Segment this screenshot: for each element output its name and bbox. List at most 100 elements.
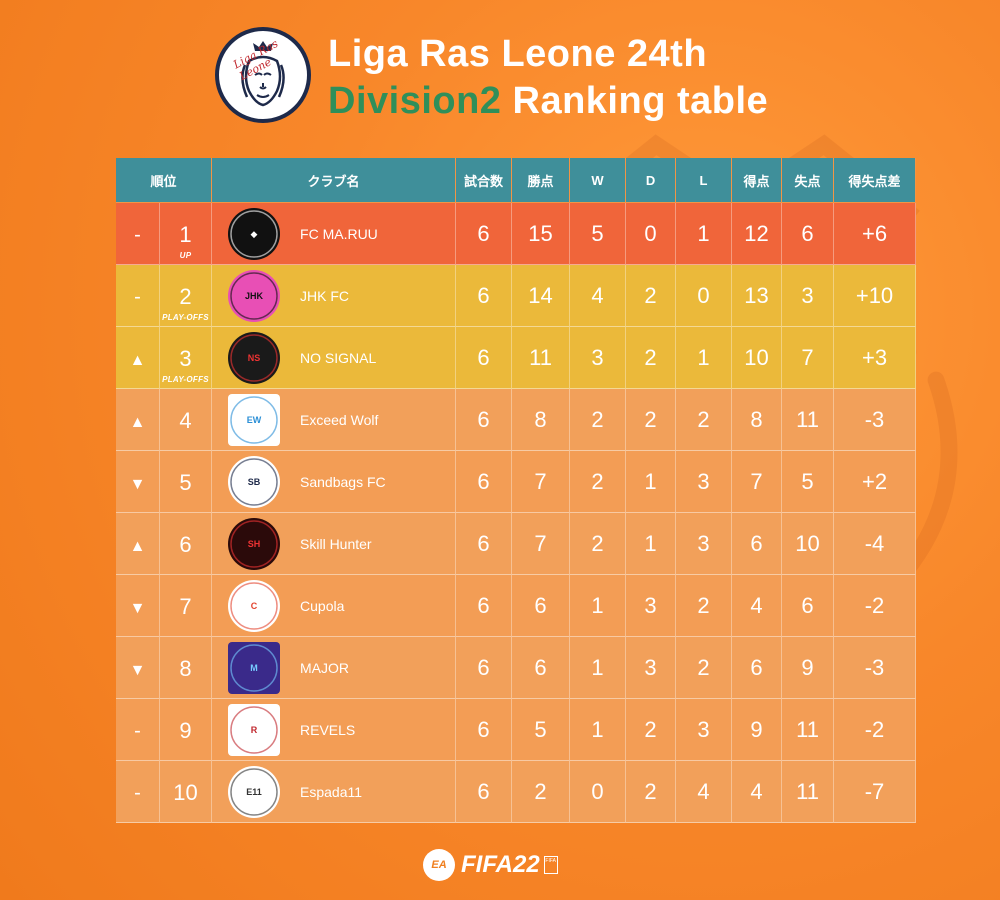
stat-played: 6 xyxy=(456,265,513,327)
club-cell[interactable]: NS NO SIGNAL xyxy=(212,327,457,389)
club-cell[interactable]: M MAJOR xyxy=(212,637,457,699)
stat-l: 1 xyxy=(676,327,733,389)
col-club[interactable]: クラブ名 xyxy=(212,158,457,203)
stat-w: 1 xyxy=(570,699,627,761)
col-goals-against[interactable]: 失点 xyxy=(782,158,835,203)
col-rank[interactable]: 順位 xyxy=(116,158,213,203)
table-row[interactable]: -2 PLAY-OFFS JHK JHK FC 6 14 4 2 0 13 3 +10 xyxy=(116,265,917,327)
stat-l: 4 xyxy=(676,761,733,823)
lion-crest-icon xyxy=(241,41,285,107)
stat-d: 1 xyxy=(626,513,677,575)
club-cell[interactable]: EW Exceed Wolf xyxy=(212,389,457,451)
table-row[interactable]: ▼ 5 SB Sandbags FC 6 7 2 1 3 7 5 +2 xyxy=(116,451,917,513)
stat-l: 2 xyxy=(676,575,733,637)
stat-gd: -2 xyxy=(834,575,917,637)
position: 2 xyxy=(179,283,192,309)
table-row[interactable]: ▲ 6 SH Skill Hunter 6 7 2 1 3 6 10 -4 xyxy=(116,513,917,575)
table-row[interactable]: -9 R REVELS 6 5 1 2 3 9 11 -2 xyxy=(116,699,917,761)
club-name: NO SIGNAL xyxy=(300,349,377,366)
emblem-ring-icon xyxy=(230,395,278,444)
stat-w: 2 xyxy=(570,513,627,575)
ranking-table-label: Ranking table xyxy=(501,80,769,122)
position-note: PLAY-OFFS xyxy=(162,375,209,384)
stat-d: 1 xyxy=(626,451,677,513)
club-cell[interactable]: C Cupola xyxy=(212,575,457,637)
fifa-title: FIFA22 xyxy=(461,851,540,878)
club-cell[interactable]: SB Sandbags FC xyxy=(212,451,457,513)
stat-gd: -2 xyxy=(834,699,917,761)
stat-d: 3 xyxy=(626,575,677,637)
position: 5 xyxy=(179,469,192,495)
club-cell[interactable]: E11 Espada11 xyxy=(212,761,457,823)
up-arrow-icon: ▲ xyxy=(129,537,146,555)
stat-points: 15 xyxy=(512,203,571,265)
table-row[interactable]: -10 E11 Espada11 6 2 0 2 4 4 11 -7 xyxy=(116,761,917,823)
position-cell: 2 PLAY-OFFS xyxy=(160,265,213,327)
stat-gf: 9 xyxy=(732,699,783,761)
dash-icon: - xyxy=(134,285,141,308)
up-arrow-icon: ▲ xyxy=(129,351,146,369)
position-note: PLAY-OFFS xyxy=(162,313,209,322)
stat-l: 2 xyxy=(676,637,733,699)
stat-points: 11 xyxy=(512,327,571,389)
col-points[interactable]: 勝点 xyxy=(512,158,571,203)
stat-ga: 5 xyxy=(782,451,835,513)
ea-sports-logo: EA xyxy=(423,849,455,881)
table-header-row: 順位 クラブ名 試合数 勝点 W D L 得点 失点 得失点差 xyxy=(116,158,917,203)
col-wins[interactable]: W xyxy=(570,158,627,203)
position-cell: 6 xyxy=(160,513,213,575)
col-played[interactable]: 試合数 xyxy=(456,158,513,203)
stat-played: 6 xyxy=(456,451,513,513)
position-cell: 10 xyxy=(160,761,213,823)
dash-icon: - xyxy=(134,719,141,742)
club-cell[interactable]: R REVELS xyxy=(212,699,457,761)
club-name: JHK FC xyxy=(300,287,350,304)
emblem-ring-icon xyxy=(230,333,278,382)
trend-cell: - xyxy=(116,699,160,761)
table-row[interactable]: ▼ 8 M MAJOR 6 6 1 3 2 6 9 -3 xyxy=(116,637,917,699)
col-goal-difference[interactable]: 得失点差 xyxy=(834,158,917,203)
exceed-wolf-emblem: EW xyxy=(228,393,281,446)
stat-gd: +10 xyxy=(834,265,917,327)
club-cell[interactable]: ◆ FC MA.RUU xyxy=(212,203,457,265)
jhk-fc-emblem: JHK xyxy=(228,269,281,322)
col-draws[interactable]: D xyxy=(626,158,677,203)
stat-l: 2 xyxy=(676,389,733,451)
stat-gd: +2 xyxy=(834,451,917,513)
col-losses[interactable]: L xyxy=(676,158,733,203)
club-name: Espada11 xyxy=(300,783,363,800)
stat-w: 2 xyxy=(570,389,627,451)
club-cell[interactable]: JHK JHK FC xyxy=(212,265,457,327)
position-cell: 5 xyxy=(160,451,213,513)
table-row[interactable]: ▲ 4 EW Exceed Wolf 6 8 2 2 2 8 11 -3 xyxy=(116,389,917,451)
stat-gf: 8 xyxy=(732,389,783,451)
down-arrow-icon: ▼ xyxy=(129,599,146,617)
espada11-emblem: E11 xyxy=(228,765,281,818)
stat-points: 5 xyxy=(512,699,571,761)
club-cell[interactable]: SH Skill Hunter xyxy=(212,513,457,575)
stat-ga: 11 xyxy=(782,761,835,823)
col-goals-for[interactable]: 得点 xyxy=(732,158,783,203)
emblem-ring-icon xyxy=(230,767,278,816)
stat-played: 6 xyxy=(456,513,513,575)
stat-gd: +3 xyxy=(834,327,917,389)
stat-l: 3 xyxy=(676,451,733,513)
stat-w: 2 xyxy=(570,451,627,513)
stat-played: 6 xyxy=(456,203,513,265)
footer-branding: EA FIFA22 FIFA xyxy=(423,848,558,882)
stat-ga: 3 xyxy=(782,265,835,327)
table-row[interactable]: -1 UP ◆ FC MA.RUU 6 15 5 0 1 12 6 +6 xyxy=(116,203,917,265)
sandbags-fc-emblem: SB xyxy=(228,455,281,508)
stat-gf: 4 xyxy=(732,761,783,823)
ranking-table: 順位 クラブ名 試合数 勝点 W D L 得点 失点 得失点差 - 1 UP ◆ FC … xyxy=(116,158,917,823)
stat-gd: -7 xyxy=(834,761,917,823)
stat-gd: -3 xyxy=(834,637,917,699)
trend-cell: - xyxy=(116,203,160,265)
fifa-badge-icon: FIFA xyxy=(543,856,558,874)
stat-w: 5 xyxy=(570,203,627,265)
trend-cell: ▼ xyxy=(116,637,160,699)
table-row[interactable]: ▼ 7 C Cupola 6 6 1 3 2 4 6 -2 xyxy=(116,575,917,637)
trend-cell: ▲ xyxy=(116,327,160,389)
revels-emblem: R xyxy=(228,703,281,756)
table-row[interactable]: ▲ 3 PLAY-OFFS NS NO SIGNAL 6 11 3 2 1 10 7 +3 xyxy=(116,327,917,389)
